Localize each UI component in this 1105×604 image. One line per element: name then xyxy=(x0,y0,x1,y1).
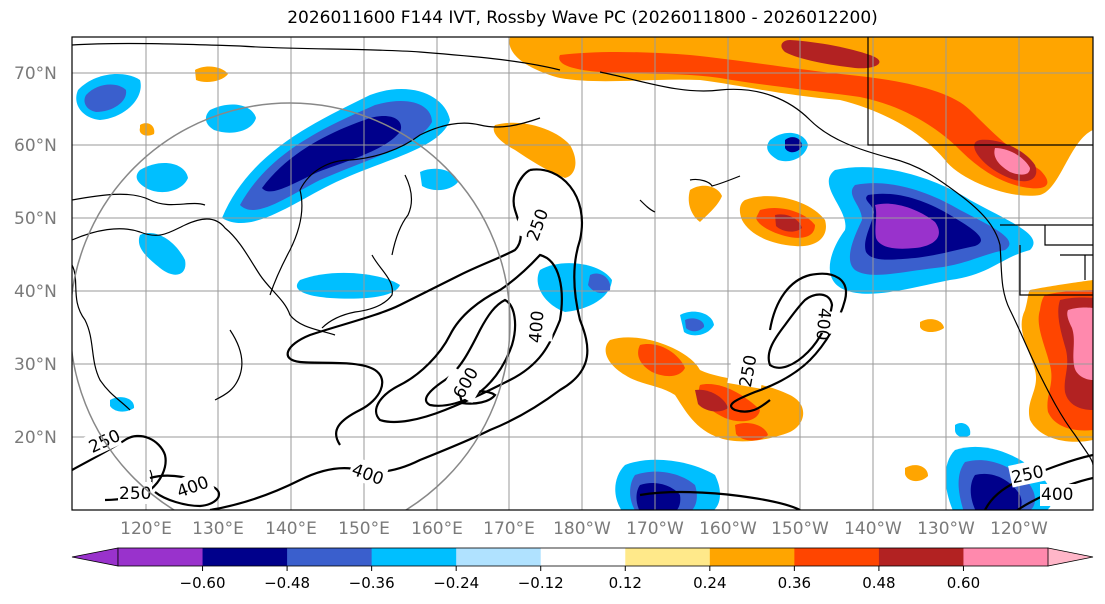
colorbar-tick-label: 0.60 xyxy=(947,574,980,592)
colorbar-tick-label: −0.24 xyxy=(433,574,479,592)
colorbar-tick-label: 0.36 xyxy=(778,574,811,592)
contour-label: 250 xyxy=(119,484,151,504)
lat-label-40n: 40°N xyxy=(14,282,57,302)
colorbar-segment xyxy=(118,548,204,566)
colorbar-tick-label: 0.12 xyxy=(609,574,642,592)
contour-label: 400 xyxy=(1041,485,1073,505)
contour-label: 400 xyxy=(811,307,834,341)
colorbar-segment xyxy=(540,548,626,566)
colorbar-segment xyxy=(963,548,1049,566)
lon-label-170e: 170°E xyxy=(483,519,535,539)
lon-label-120w: 120°W xyxy=(990,519,1048,539)
colorbar-tick-label: −0.12 xyxy=(518,574,564,592)
lat-label-70n: 70°N xyxy=(14,64,57,84)
colorbar-extend-high xyxy=(1047,547,1094,567)
lon-label-150w: 150°W xyxy=(771,519,829,539)
colorbar-segment xyxy=(878,548,964,566)
map-frame xyxy=(71,36,1094,511)
colorbar-outline xyxy=(117,547,1049,567)
colorbar-tick-label: −0.36 xyxy=(349,574,395,592)
lon-label-150e: 150°E xyxy=(338,519,390,539)
lon-label-140e: 140°E xyxy=(265,519,317,539)
lon-label-140w: 140°W xyxy=(844,519,902,539)
colorbar-extend-low xyxy=(71,547,119,567)
colorbar-tick-label: −0.60 xyxy=(180,574,226,592)
colorbar-tick-label: 0.48 xyxy=(862,574,895,592)
lon-label-160e: 160°E xyxy=(411,519,463,539)
lon-label-180w: 180°W xyxy=(553,519,611,539)
map-title: 2026011600 F144 IVT, Rossby Wave PC (202… xyxy=(287,8,878,28)
lon-label-130e: 130°E xyxy=(192,519,244,539)
colorbar-segment xyxy=(794,548,880,566)
lat-label-20n: 20°N xyxy=(14,428,57,448)
colorbar-segment xyxy=(202,548,288,566)
lon-label-120e: 120°E xyxy=(120,519,172,539)
colorbar-tick-label: 0.24 xyxy=(693,574,726,592)
graticule xyxy=(72,37,1093,510)
colorbar-segment xyxy=(625,548,711,566)
lat-label-60n: 60°N xyxy=(14,136,57,156)
colorbar: −0.60 −0.48 −0.36 −0.24 −0.12 0.12 0.24 0.36 0.4… xyxy=(71,547,1094,592)
coastlines xyxy=(72,37,1093,501)
colorbar-segment xyxy=(371,548,457,566)
longitude-labels: 120°E 130°E 140°E 150°E 160°E 170°E 180°… xyxy=(120,519,1048,539)
colorbar-tick-label: −0.48 xyxy=(264,574,310,592)
latitude-labels: 70°N 60°N 50°N 40°N 30°N 20°N xyxy=(14,64,57,448)
lon-label-170w: 170°W xyxy=(626,519,684,539)
lat-label-50n: 50°N xyxy=(14,209,57,229)
map-panel: 250 400 600 250 400 250 250 400 250 400 … xyxy=(72,37,1093,510)
negative-anomaly-fields xyxy=(76,74,1053,510)
lon-label-130w: 130°W xyxy=(917,519,975,539)
region-circle xyxy=(72,102,511,510)
colorbar-segment xyxy=(456,548,542,566)
contour-label: 400 xyxy=(526,310,549,344)
lat-label-30n: 30°N xyxy=(14,355,57,375)
lon-label-160w: 160°W xyxy=(699,519,757,539)
colorbar-segment xyxy=(709,548,795,566)
colorbar-segment xyxy=(287,548,373,566)
